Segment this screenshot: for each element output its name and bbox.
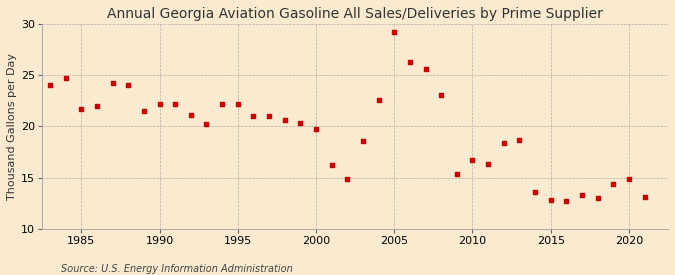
Point	[467, 158, 478, 163]
Y-axis label: Thousand Gallons per Day: Thousand Gallons per Day	[7, 53, 17, 200]
Point	[310, 127, 321, 132]
Point	[483, 162, 493, 167]
Point	[107, 81, 118, 85]
Point	[530, 190, 541, 194]
Point	[123, 83, 134, 87]
Point	[545, 198, 556, 202]
Point	[154, 101, 165, 106]
Point	[389, 29, 400, 34]
Point	[201, 122, 212, 127]
Point	[514, 138, 524, 142]
Point	[217, 101, 227, 106]
Text: Source: U.S. Energy Information Administration: Source: U.S. Energy Information Administ…	[61, 264, 292, 274]
Title: Annual Georgia Aviation Gasoline All Sales/Deliveries by Prime Supplier: Annual Georgia Aviation Gasoline All Sal…	[107, 7, 603, 21]
Point	[561, 199, 572, 204]
Point	[576, 193, 587, 197]
Point	[342, 177, 353, 181]
Point	[264, 114, 275, 118]
Point	[639, 195, 650, 199]
Point	[60, 76, 71, 80]
Point	[138, 109, 149, 113]
Point	[326, 163, 337, 167]
Point	[279, 118, 290, 122]
Point	[498, 141, 509, 145]
Point	[92, 104, 103, 108]
Point	[420, 67, 431, 71]
Point	[45, 83, 55, 87]
Point	[436, 93, 447, 98]
Point	[452, 171, 462, 176]
Point	[295, 121, 306, 125]
Point	[404, 59, 415, 64]
Point	[624, 177, 634, 181]
Point	[186, 113, 196, 117]
Point	[76, 107, 86, 111]
Point	[170, 101, 181, 106]
Point	[232, 101, 243, 106]
Point	[608, 182, 619, 186]
Point	[358, 139, 369, 143]
Point	[592, 196, 603, 200]
Point	[373, 97, 384, 102]
Point	[248, 114, 259, 118]
